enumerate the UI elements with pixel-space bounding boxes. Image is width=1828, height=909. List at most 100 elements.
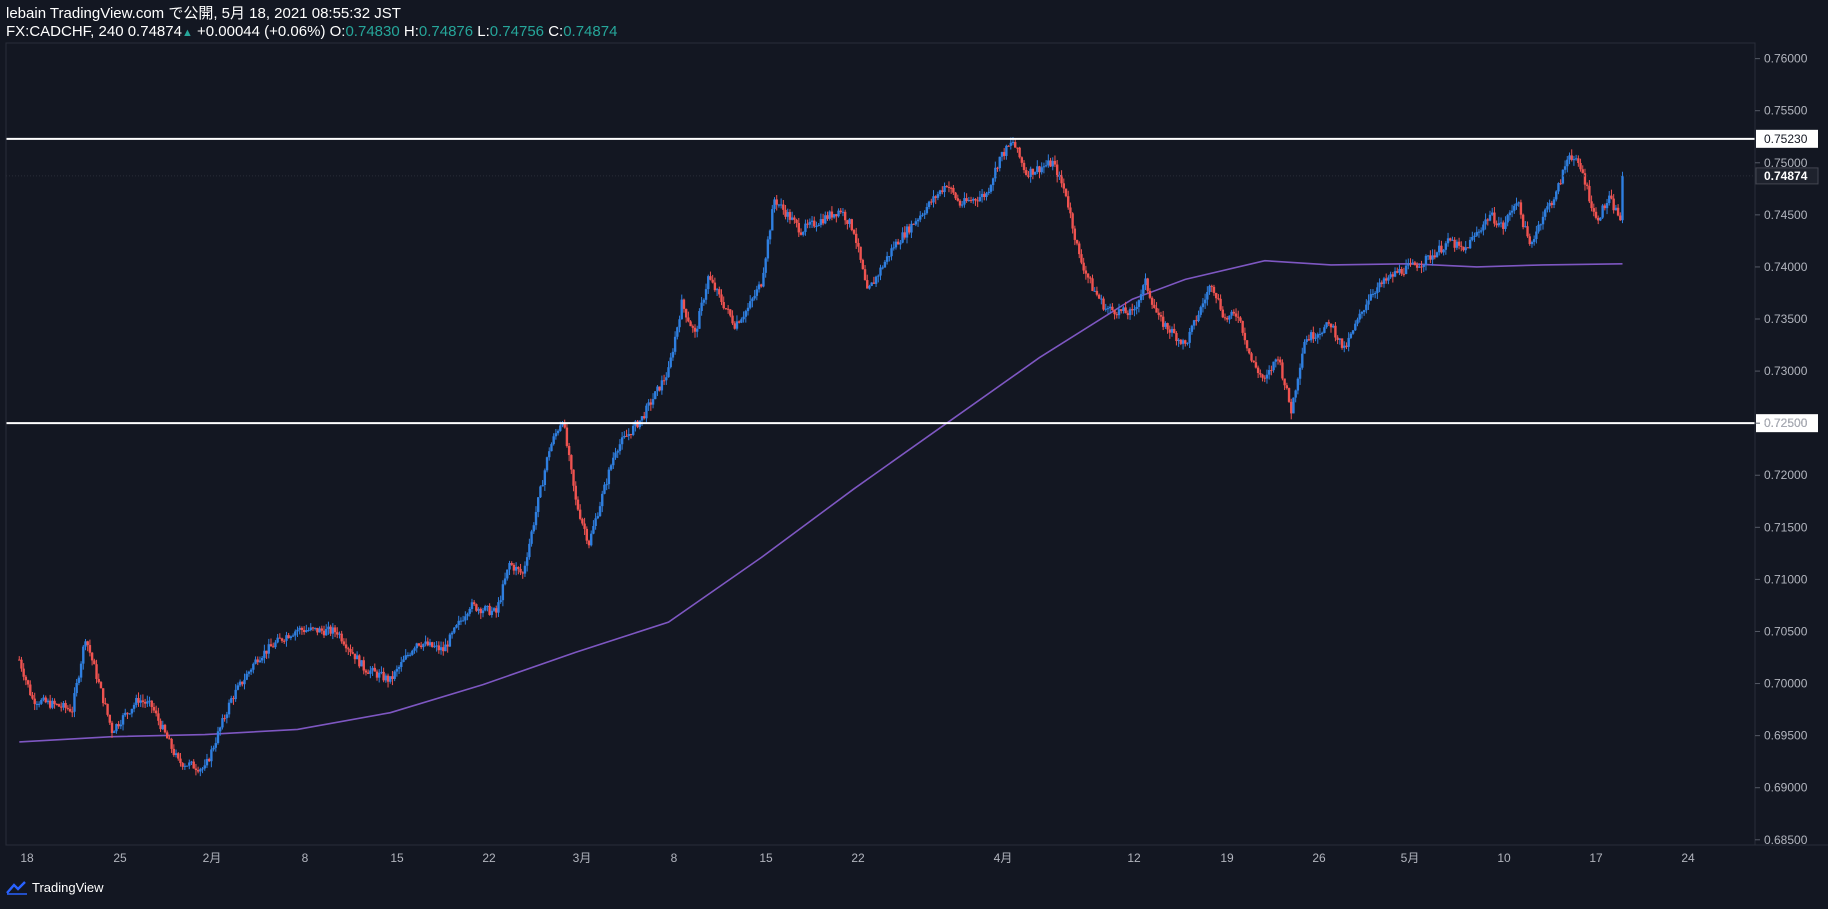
candle bbox=[1115, 311, 1118, 319]
candle bbox=[1422, 264, 1425, 272]
candle bbox=[481, 607, 485, 618]
triangle-up-icon: ▲ bbox=[181, 27, 193, 39]
candle bbox=[274, 640, 277, 650]
candle bbox=[1524, 221, 1527, 228]
candle bbox=[1581, 165, 1584, 174]
candle bbox=[793, 215, 796, 224]
candle bbox=[985, 191, 988, 201]
candle bbox=[336, 627, 339, 639]
x-tick-label: 2月 bbox=[203, 851, 222, 865]
candle bbox=[1391, 272, 1395, 283]
candle bbox=[1376, 282, 1379, 300]
candle bbox=[1201, 297, 1205, 313]
candle bbox=[764, 257, 767, 278]
candle bbox=[44, 695, 47, 704]
candle bbox=[236, 682, 240, 691]
candle bbox=[1526, 221, 1529, 238]
candle bbox=[552, 433, 555, 446]
candle bbox=[1579, 158, 1582, 172]
candle bbox=[289, 635, 293, 641]
candle bbox=[106, 703, 109, 717]
candle bbox=[799, 228, 803, 236]
candle bbox=[342, 638, 346, 646]
candle bbox=[954, 191, 957, 201]
candle bbox=[1228, 315, 1231, 324]
candle bbox=[417, 642, 421, 647]
candle bbox=[1588, 180, 1591, 204]
candle bbox=[521, 571, 524, 579]
x-tick-label: 15 bbox=[390, 851, 404, 865]
candle bbox=[115, 723, 118, 734]
y-tick-label: 0.69000 bbox=[1764, 781, 1808, 795]
candle bbox=[168, 735, 171, 740]
candle bbox=[225, 711, 229, 724]
candle bbox=[1234, 308, 1238, 322]
candle bbox=[104, 697, 107, 705]
candle bbox=[1396, 267, 1399, 274]
candle bbox=[1150, 296, 1154, 309]
candle bbox=[1177, 338, 1180, 347]
candle bbox=[1605, 198, 1609, 215]
candle bbox=[910, 220, 913, 239]
candle bbox=[413, 646, 416, 654]
candle bbox=[468, 607, 471, 617]
candle bbox=[848, 218, 851, 228]
candle bbox=[1312, 326, 1315, 343]
candle bbox=[1078, 241, 1081, 259]
candle bbox=[1320, 331, 1324, 337]
candle bbox=[1530, 240, 1534, 248]
candle bbox=[1294, 389, 1297, 403]
candle bbox=[325, 624, 328, 636]
candle bbox=[1221, 306, 1224, 319]
candle bbox=[788, 209, 792, 224]
candle bbox=[459, 617, 463, 626]
candle bbox=[965, 193, 968, 203]
candle bbox=[625, 429, 628, 437]
candle bbox=[934, 195, 937, 205]
candle bbox=[37, 701, 41, 708]
candle bbox=[1062, 178, 1065, 194]
candle bbox=[1438, 239, 1441, 256]
x-tick-label: 3月 bbox=[573, 851, 592, 865]
y-tick-label: 0.75000 bbox=[1764, 156, 1808, 170]
candle bbox=[448, 632, 452, 647]
candle bbox=[214, 737, 217, 752]
candle bbox=[179, 752, 182, 767]
candle bbox=[1528, 233, 1531, 246]
candle bbox=[1325, 322, 1328, 329]
candle bbox=[682, 298, 686, 313]
candle bbox=[1488, 210, 1492, 222]
candle bbox=[150, 700, 153, 714]
candle bbox=[1223, 313, 1227, 321]
candle bbox=[1340, 338, 1344, 350]
candle bbox=[698, 308, 701, 329]
candle bbox=[320, 625, 323, 635]
candle bbox=[470, 598, 474, 613]
candle bbox=[709, 271, 712, 281]
candle bbox=[254, 656, 257, 665]
candle bbox=[333, 625, 337, 638]
candle bbox=[587, 539, 591, 549]
candle bbox=[1517, 201, 1520, 207]
candle bbox=[1133, 305, 1136, 317]
candle bbox=[497, 597, 500, 617]
candle bbox=[1378, 278, 1381, 293]
candle bbox=[132, 702, 136, 713]
candle bbox=[1120, 309, 1123, 314]
candle bbox=[419, 641, 423, 650]
candle bbox=[1153, 298, 1156, 309]
candle bbox=[1091, 274, 1094, 292]
candle bbox=[534, 506, 538, 530]
candle bbox=[530, 529, 533, 547]
candle bbox=[614, 447, 617, 460]
candle bbox=[117, 721, 120, 729]
candle bbox=[936, 191, 940, 201]
candle bbox=[428, 638, 432, 647]
candle bbox=[1071, 212, 1074, 234]
candle bbox=[1175, 331, 1178, 346]
candle bbox=[1550, 200, 1554, 209]
candle bbox=[1616, 204, 1620, 217]
x-tick-label: 12 bbox=[1127, 851, 1141, 865]
candle bbox=[525, 552, 529, 572]
